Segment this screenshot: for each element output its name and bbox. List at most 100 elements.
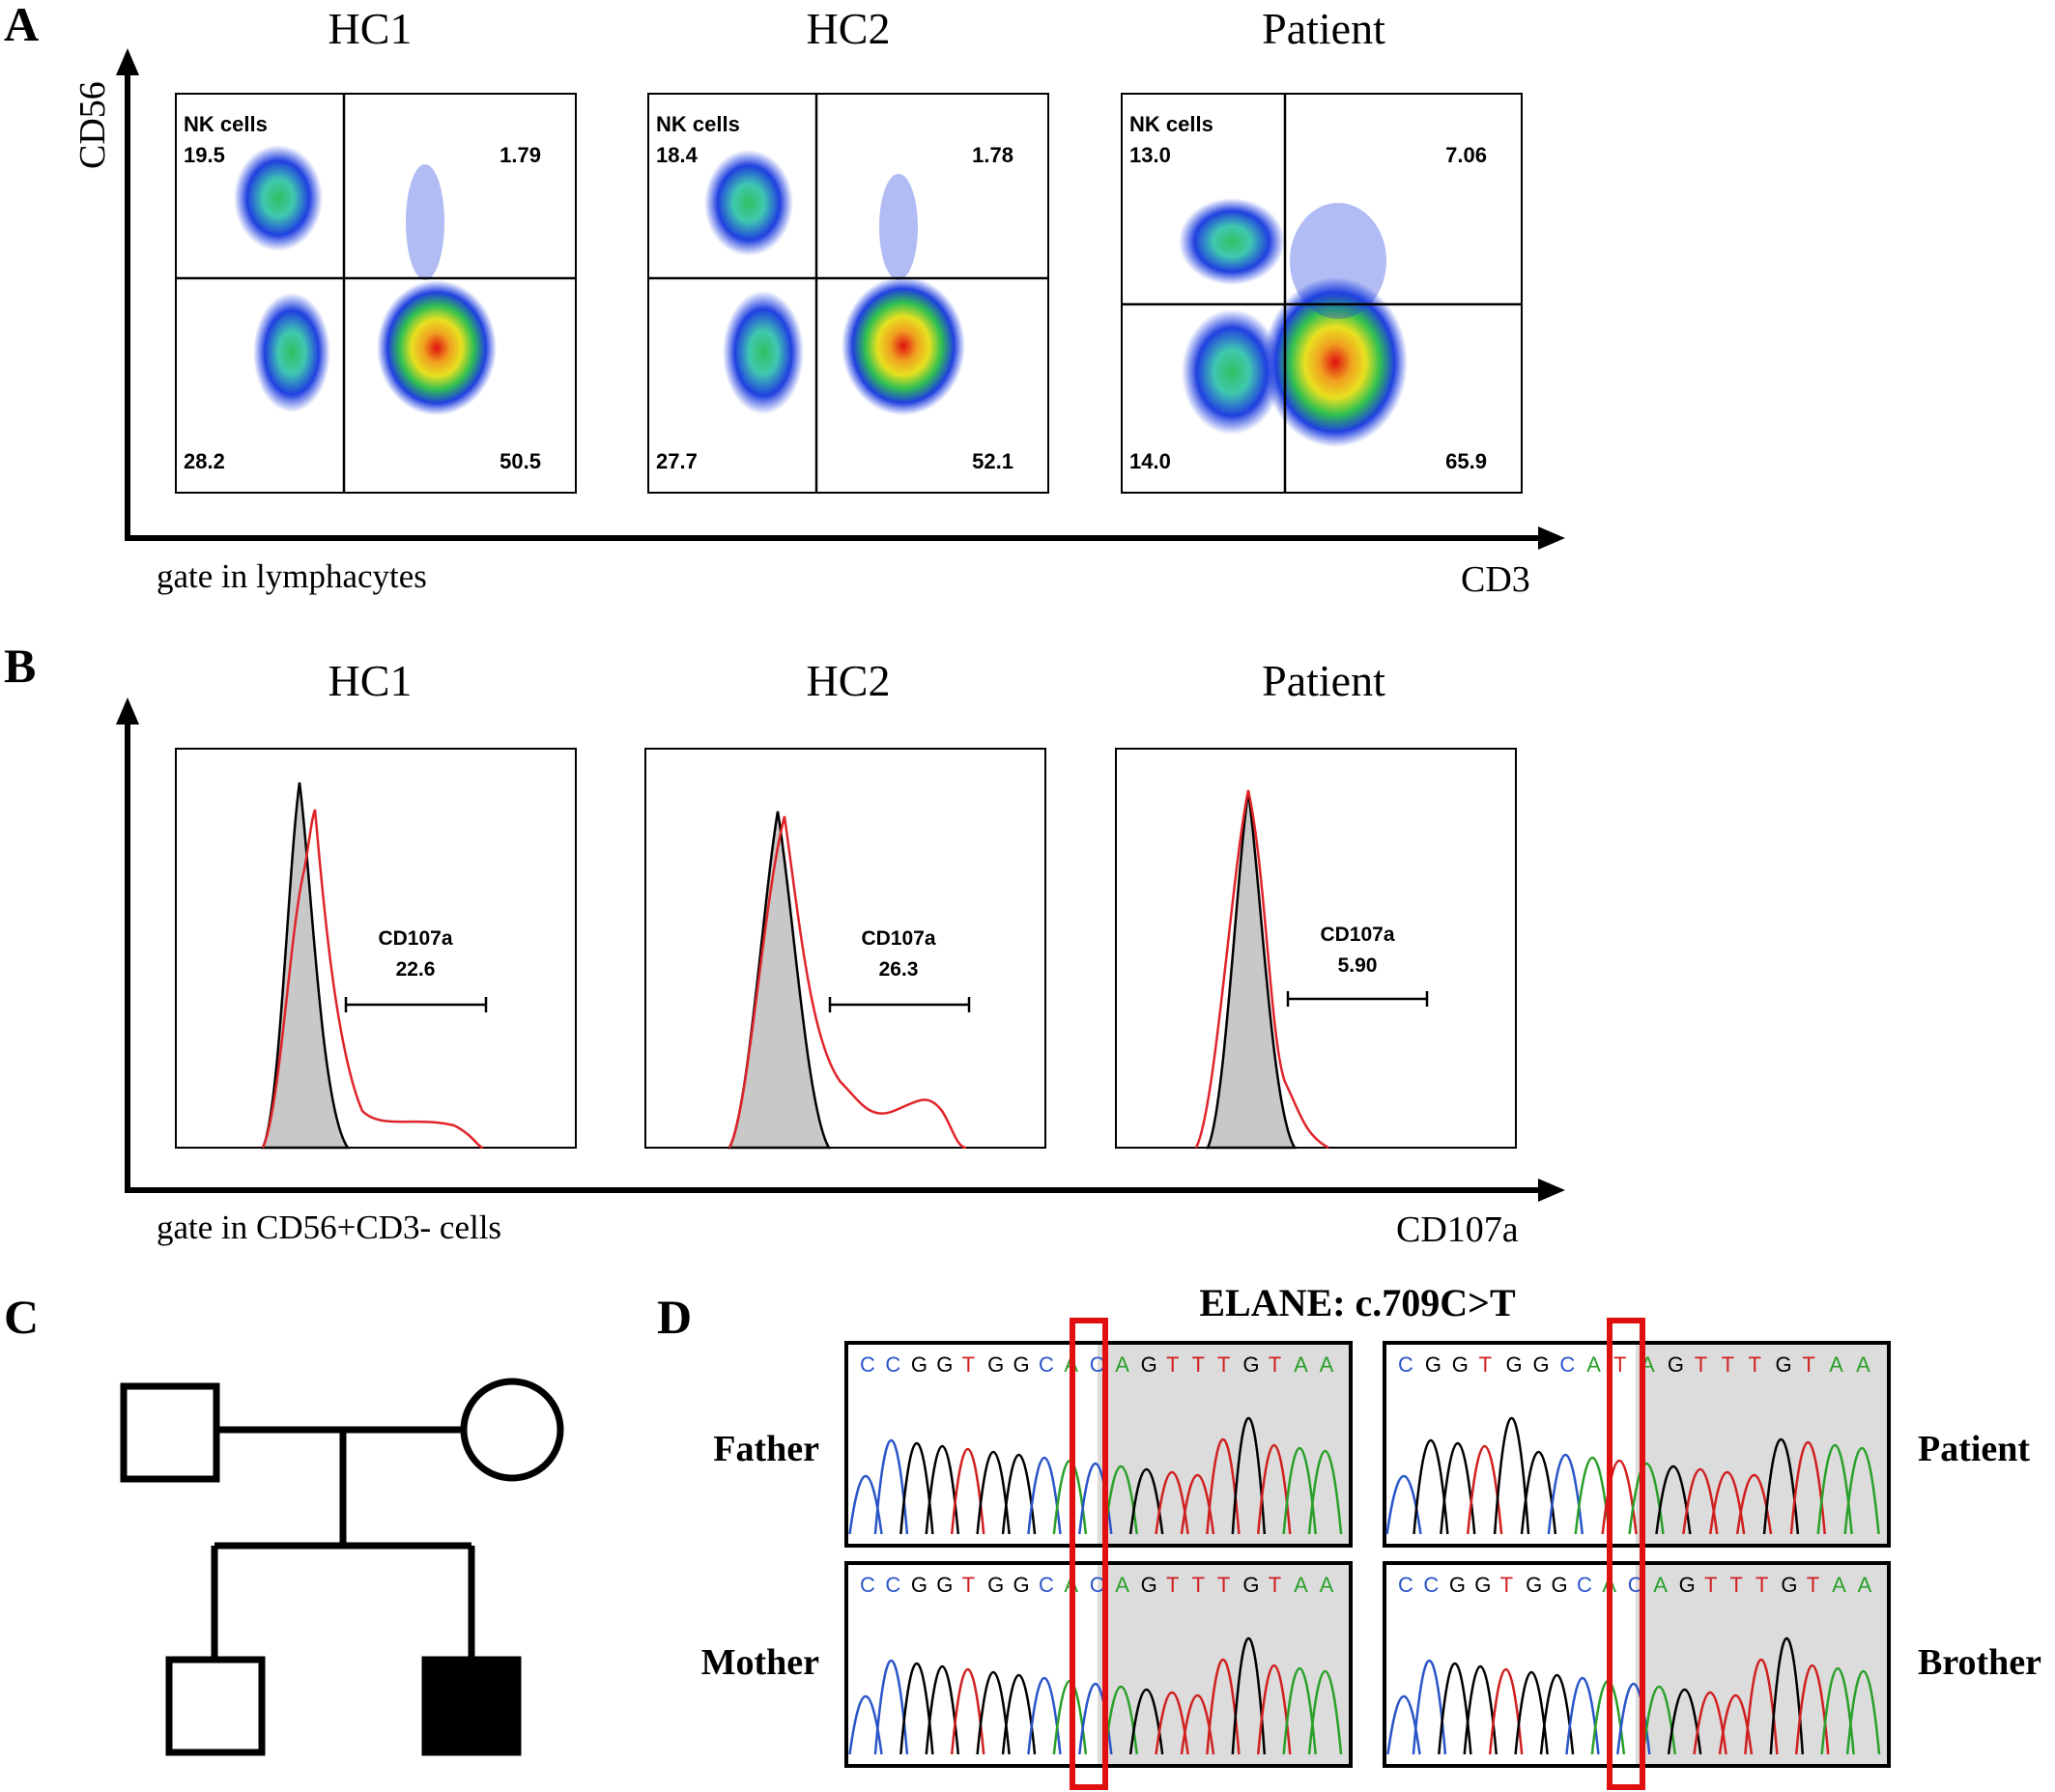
base-call: G (936, 1573, 953, 1597)
trace-peak (1682, 1467, 1719, 1535)
trace-peak (1155, 1470, 1189, 1535)
base-call: C (1090, 1352, 1105, 1377)
trace-peak (1539, 1673, 1575, 1755)
t-cell-population (1263, 277, 1408, 447)
trace-peak (1282, 1446, 1317, 1535)
trace-peak (1463, 1664, 1498, 1755)
trace-peak (1103, 1686, 1138, 1755)
trace-peak (1027, 1457, 1062, 1535)
panel-letter-b: B (4, 639, 36, 693)
base-call: G (1775, 1352, 1791, 1377)
base-call: T (962, 1573, 975, 1597)
trace-peak (1843, 1446, 1880, 1535)
nk-population (234, 145, 323, 251)
base-call: A (1320, 1573, 1334, 1597)
nk-population (704, 150, 793, 256)
gate-name: CD107a (1320, 924, 1394, 946)
trace-peak (1601, 1460, 1638, 1535)
quadrant-upper-right: 1.79 (499, 143, 541, 167)
panel-a-title-hc1: HC1 (328, 4, 413, 53)
base-call: A (1115, 1573, 1129, 1597)
t-cell-population (377, 280, 497, 415)
quadrant-upper-right: 7.06 (1445, 143, 1487, 167)
panel-d-sequencing: ELANE: c.709C>T Father Patient Mother Br… (701, 1281, 2041, 1790)
quadrant-lower-right: 52.1 (972, 449, 1013, 473)
trace-peak (899, 1663, 934, 1755)
trace-peak (1655, 1465, 1692, 1535)
trace-peak (1413, 1439, 1449, 1535)
quadrant-upper-left: 19.5 (184, 143, 225, 167)
trace-peak (1231, 1637, 1267, 1755)
panel-a-x-label: CD3 (1461, 559, 1530, 600)
quadrant-lower-left: 14.0 (1129, 449, 1171, 473)
base-call: T (1755, 1573, 1768, 1597)
quadrant-upper-left: 13.0 (1129, 143, 1171, 167)
panel-b-y-arrow-icon (116, 697, 139, 725)
trace-peak (1616, 1683, 1651, 1755)
base-call: C (885, 1573, 900, 1597)
trace-peak (950, 1447, 985, 1535)
base-call: T (1722, 1352, 1734, 1377)
base-call: T (1269, 1573, 1281, 1597)
trace-peak (976, 1670, 1011, 1755)
base-call: T (1749, 1352, 1761, 1377)
trace-peak (1769, 1637, 1805, 1755)
histogram-hc1: CD107a 22.6 (175, 748, 577, 1150)
base-call: T (1269, 1352, 1281, 1377)
base-call: C (1577, 1573, 1592, 1597)
trace-peak (1794, 1664, 1830, 1755)
base-call: G (1013, 1573, 1030, 1597)
trace-peak (1693, 1691, 1727, 1755)
double-negative-population (723, 291, 804, 414)
trace-peak (1128, 1467, 1164, 1535)
base-call: T (1479, 1352, 1492, 1377)
flow-plot-hc1: NK cells 19.5 1.79 28.2 50.5 (175, 93, 577, 494)
trace-peak (925, 1664, 960, 1755)
base-call: C (1628, 1573, 1643, 1597)
trace-peak (873, 1660, 909, 1755)
quadrant-upper-left: 18.4 (656, 143, 699, 167)
trace-peak (1412, 1660, 1447, 1755)
base-call: T (1217, 1352, 1230, 1377)
base-call: G (1532, 1352, 1549, 1377)
panel-c-pedigree (120, 1378, 564, 1756)
base-call: G (1474, 1573, 1491, 1597)
base-call: A (1320, 1352, 1334, 1377)
trace-peak (1438, 1663, 1472, 1755)
double-negative-population (1182, 309, 1282, 435)
base-call: G (1781, 1573, 1797, 1597)
father-square-icon (120, 1382, 220, 1483)
panel-b-gate-label: gate in CD56+CD3- cells (157, 1209, 501, 1246)
base-call: T (1191, 1352, 1204, 1377)
base-call: G (1552, 1573, 1568, 1597)
gate-value: 22.6 (396, 958, 436, 981)
control-histogram (261, 782, 351, 1150)
panel-letter-c: C (4, 1290, 39, 1344)
trace-peak (1231, 1417, 1267, 1535)
label-brother: Brother (1918, 1642, 2041, 1683)
base-call: A (1856, 1352, 1870, 1377)
base-call: G (1425, 1352, 1441, 1377)
trace-peak (1256, 1664, 1292, 1755)
flow-plot-patient: NK cells 13.0 7.06 14.0 65.9 (1121, 93, 1523, 494)
gate-value: 5.90 (1338, 954, 1378, 977)
trace-peak (899, 1442, 934, 1535)
base-call: G (987, 1352, 1004, 1377)
t-cell-population (842, 276, 965, 415)
base-call: T (1729, 1573, 1742, 1597)
panel-b-title-hc1: HC1 (328, 656, 413, 705)
base-call: C (860, 1573, 875, 1597)
nk-cells-label: NK cells (656, 112, 740, 136)
base-call: C (1559, 1352, 1575, 1377)
panel-letter-d: D (657, 1290, 692, 1344)
panel-a: HC1 HC2 Patient CD56 CD3 gate in lymphac… (72, 4, 1565, 600)
trace-peak (1440, 1442, 1476, 1535)
trace-peak (1520, 1450, 1557, 1535)
patient-square-filled-icon (421, 1656, 522, 1756)
label-father: Father (713, 1429, 819, 1469)
trace-peak (1103, 1465, 1138, 1535)
